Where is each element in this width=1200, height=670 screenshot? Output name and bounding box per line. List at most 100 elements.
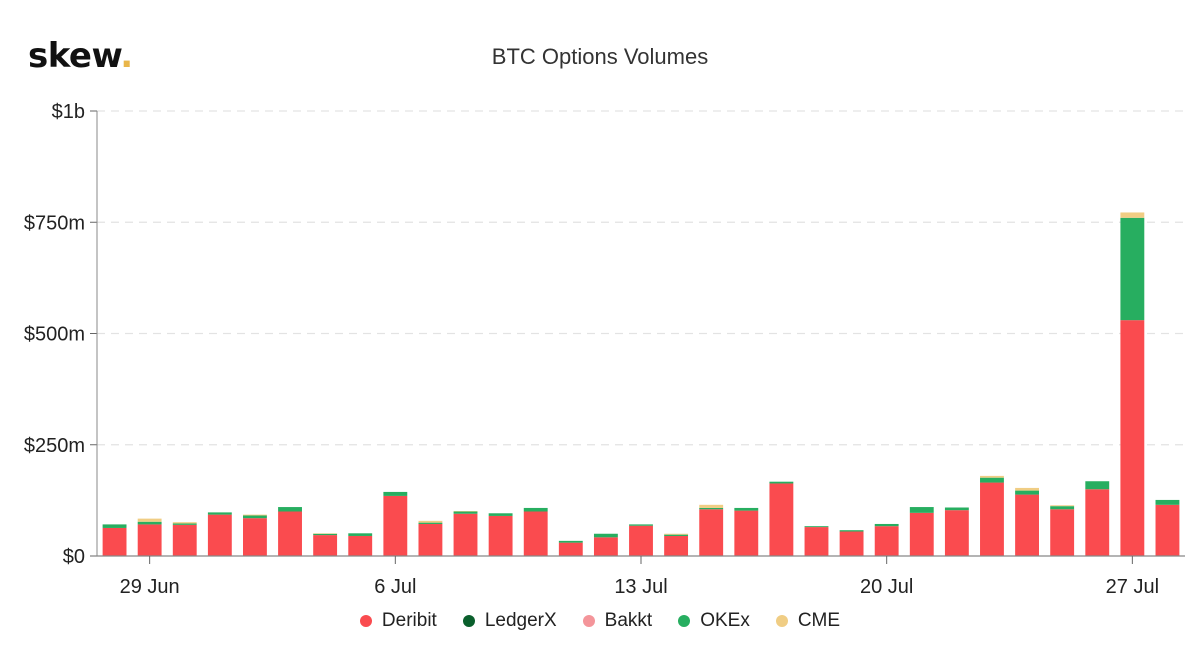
bar-segment-deribit: [137, 524, 162, 556]
bar-segment-deribit: [944, 510, 969, 556]
bar-segment-cme: [1120, 212, 1145, 218]
bar-segment-deribit: [874, 526, 899, 556]
bar-segment-deribit: [839, 531, 864, 556]
bar-segment-okex: [102, 524, 127, 528]
chart-plot: $0 $250m $500m $750m $1b 29 Jun 6 Jul 13 Jul 20 …: [24, 101, 1185, 598]
bar-segment-okex: [207, 512, 232, 515]
bar-segment-cme: [1050, 505, 1075, 507]
y-tick-label: $250m: [24, 435, 85, 457]
legend-label: LedgerX: [484, 610, 557, 631]
bar-segment-okex: [243, 515, 267, 519]
bar-segment-okex: [523, 507, 548, 512]
bar-segment-okex: [348, 533, 373, 536]
bar-segment-okex: [944, 507, 969, 511]
legend-item-bakkt[interactable]: Bakkt: [582, 610, 653, 632]
y-tick-label: $750m: [24, 212, 85, 234]
legend-label: OKEx: [700, 610, 750, 631]
bar-segment-cme: [313, 533, 338, 534]
bar-segment-cme: [980, 475, 1004, 478]
legend-item-deribit[interactable]: Deribit: [359, 610, 437, 632]
chart-title: BTC Options Volumes: [491, 44, 709, 69]
x-tick-label: 20 Jul: [860, 576, 913, 598]
bar-segment-deribit: [664, 535, 689, 556]
bar-segment-okex: [488, 513, 513, 516]
bar-segment-okex: [629, 524, 653, 526]
bar-segment-cme: [453, 511, 478, 512]
bar-segment-okex: [313, 533, 338, 536]
bar-segment-deribit: [172, 524, 197, 556]
bar-segment-deribit: [383, 495, 408, 556]
legend-label: Deribit: [381, 610, 437, 631]
bar-segment-deribit: [102, 527, 127, 556]
bar-segment-deribit: [769, 483, 794, 556]
bar-segment-deribit: [629, 525, 653, 556]
bar-segment-deribit: [348, 535, 373, 556]
bar-segment-okex: [839, 530, 864, 532]
bar-segment-okex: [734, 507, 759, 511]
bar-segment-deribit: [1120, 320, 1145, 556]
bar-segment-okex: [804, 526, 829, 528]
bar-segment-okex: [1155, 499, 1180, 505]
bar-segment-cme: [664, 533, 689, 535]
legend-label: CME: [797, 610, 841, 631]
legend-marker-icon: [678, 615, 691, 627]
bar-segment-deribit: [278, 511, 302, 556]
bar-segment-deribit: [313, 535, 338, 556]
bar-segment-okex: [980, 477, 1004, 483]
bar-segment-deribit: [1155, 504, 1180, 556]
legend-label: Bakkt: [604, 610, 653, 631]
x-tick-label: 29 Jun: [120, 576, 180, 598]
bar-segment-cme: [243, 514, 267, 516]
bar-segment-okex: [909, 507, 934, 513]
bar-segment-deribit: [980, 482, 1004, 556]
skew-logo: skew.: [28, 36, 133, 76]
x-tick-label: 13 Jul: [614, 576, 667, 598]
legend-marker-icon: [462, 615, 475, 627]
y-tick-label: $1b: [52, 101, 85, 123]
bar-segment-cme: [418, 520, 443, 523]
x-tick-label: 6 Jul: [374, 576, 416, 598]
bar-segment-okex: [137, 521, 162, 525]
bar-segment-cme: [1015, 487, 1039, 491]
bar-segment-okex: [1015, 490, 1039, 495]
bar-segment-okex: [769, 481, 794, 484]
chart-legend: Deribit LedgerX Bakkt OKEx CME: [0, 610, 1200, 632]
bar-segment-deribit: [453, 513, 478, 556]
y-tick-label: $0: [63, 546, 85, 568]
bar-segment-deribit: [909, 512, 934, 556]
bar-segment-deribit: [1085, 489, 1110, 556]
bar-segment-deribit: [243, 518, 267, 556]
bar-segment-okex: [558, 540, 583, 543]
bar-segment-cme: [137, 518, 162, 522]
bar-segment-okex: [383, 491, 408, 496]
legend-item-okex[interactable]: OKEx: [678, 610, 750, 632]
x-tick-label: 27 Jul: [1106, 576, 1159, 598]
bar-segment-okex: [699, 507, 724, 510]
bar-segment-okex: [664, 534, 689, 536]
legend-item-ledgerx[interactable]: LedgerX: [462, 610, 557, 632]
bar-segment-deribit: [488, 515, 513, 556]
bar-segment-okex: [593, 533, 618, 538]
bar-segment-okex: [1085, 481, 1110, 490]
bar-segment-deribit: [734, 510, 759, 556]
bar-segment-deribit: [523, 511, 548, 556]
bar-segment-deribit: [699, 509, 724, 556]
bar-segment-okex: [418, 522, 443, 524]
logo-dot: .: [120, 36, 133, 76]
bar-segment-okex: [453, 511, 478, 514]
bar-segment-okex: [1120, 217, 1145, 321]
bar-segment-deribit: [593, 537, 618, 556]
y-tick-label: $500m: [24, 324, 85, 346]
bar-segment-deribit: [804, 527, 829, 556]
bar-segment-deribit: [1050, 509, 1075, 556]
legend-marker-icon: [582, 615, 595, 627]
bar-segment-deribit: [558, 542, 583, 556]
legend-marker-icon: [359, 615, 372, 627]
bar-segment-okex: [172, 523, 197, 525]
legend-marker-icon: [775, 615, 788, 627]
bar-segment-deribit: [418, 523, 443, 556]
bar-segment-okex: [278, 507, 302, 512]
legend-item-cme[interactable]: CME: [775, 610, 841, 632]
bar-segment-cme: [172, 522, 197, 524]
bar-segment-okex: [1050, 506, 1075, 510]
